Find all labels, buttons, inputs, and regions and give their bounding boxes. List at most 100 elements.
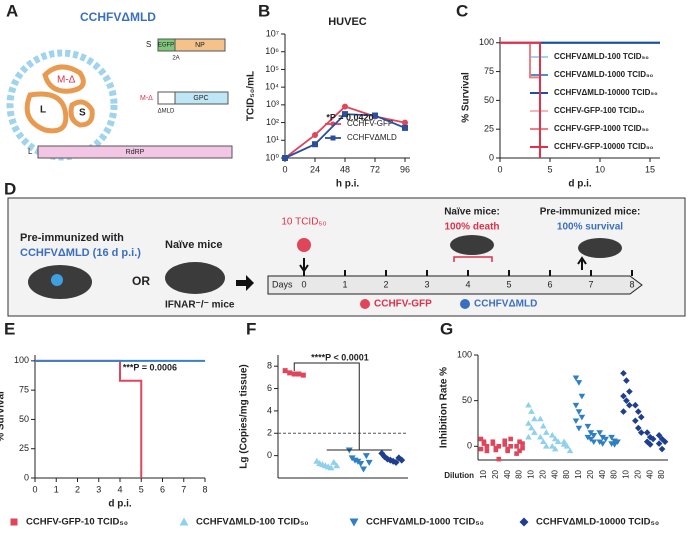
survival-line [500,41,541,158]
x-tick-label: 6 [160,484,165,494]
legend-label: CCHFVΔMLD-1000 TCID₅₀ [366,517,484,528]
legend-label: CCHFVΔMLD-100 TCID₅₀ [196,517,309,528]
marker [525,401,532,408]
significance-bracket [293,362,392,451]
marker [542,443,550,449]
arrow [577,256,587,270]
marker [596,439,604,446]
y-tick-label: 50 [462,395,472,405]
virion-label: M-Δ [57,75,76,86]
virus-icon [297,238,311,252]
panel-a: CCHFVΔMLD M-Δ L S S EGFP 2A NP M-Δ ΔMLD … [6,10,233,161]
x-tick-label: 0 [497,164,502,174]
y-tick-label: 100 [457,349,472,359]
marker [392,458,400,466]
marker [360,466,368,473]
annotation: ***P = 0.0006 [123,362,177,372]
x-tick-label: 5 [547,164,552,174]
day-label: 2 [383,279,388,289]
y-tick-label: 100 [14,355,29,365]
marker [490,441,496,446]
y-tick-label: 100 [479,37,494,47]
marker [531,415,538,422]
x-axis-label: h p.i. [336,179,360,190]
x-tick-label: 5 [139,484,144,494]
marker [478,446,484,452]
marker [590,433,598,439]
text: 10 TCID₅₀ [281,217,326,228]
gene-box [37,145,233,159]
x-tick-label: 15 [645,164,655,174]
marker [330,135,336,141]
virus-icon [51,274,63,286]
marker [493,447,499,453]
x-tick-label: 4 [117,484,122,494]
marker [584,423,592,430]
marker [655,440,663,447]
marker [540,438,547,445]
marker [572,418,580,425]
segment-name: S [146,40,151,49]
timeline [267,275,643,295]
virion-label: L [40,105,46,116]
marker [649,435,657,443]
chart-title: HUVEC [328,16,367,28]
marker [540,422,547,429]
marker [508,436,513,442]
annotation: ****P < 0.0001 [311,352,369,362]
x-tick-label: 80 [515,469,524,478]
marker [551,435,559,442]
x-tick-label: 2 [75,484,80,494]
marker [520,441,525,446]
marker [505,446,510,452]
gene-box [157,91,176,105]
y-tick-label: 8 [267,361,272,371]
y-tick-label: 0 [267,450,272,460]
gene-box [174,91,229,105]
legend-icon [360,299,370,309]
marker [484,448,490,454]
x-tick-label: 80 [562,469,571,478]
marker [620,369,627,377]
marker [357,460,365,467]
marker [282,368,288,374]
y-tick-label: 0 [489,152,494,162]
day-label: 4 [465,279,470,289]
x-axis-label: Dilution [444,471,474,480]
marker [282,155,288,161]
text: OR [132,274,150,288]
day-label: 5 [506,279,511,289]
marker [514,451,519,456]
marker [548,432,556,438]
legend-label: CCHFV-GFP-10000 TCID₅₀ [554,142,654,151]
marker [602,436,609,443]
text: Pre-immunized with [20,232,124,244]
marker [484,444,490,449]
gene-label: GPC [193,95,208,102]
marker [620,392,627,400]
panel-label: G [440,319,453,338]
day-label: 6 [547,279,552,289]
y-axis-label: Lg (Copies/mg tissue) [239,364,250,468]
x-tick-label: 7 [181,484,186,494]
gene-label: ΔMLD [158,109,175,115]
x-tick-label: 40 [550,469,559,478]
marker [345,447,353,454]
x-tick-label: 1 [54,484,59,494]
legend-label: CCHFVΔMLD [474,299,537,310]
mouse-icon [578,238,622,258]
y-tick-label: 0 [24,472,29,482]
marker [537,415,544,422]
text: Naïve mice [165,239,222,251]
y-tick-label: 10⁶ [265,46,279,56]
x-tick-label: 0 [32,484,37,494]
marker [632,417,639,425]
legend-label: CCHFV-GFP-1000 TCID₅₀ [554,124,649,133]
marker [626,401,633,409]
virion-label: S [79,108,86,119]
marker [531,429,538,435]
marker [10,518,18,526]
y-tick-label: 10⁷ [266,28,279,38]
legend-label: CCHFV-GFP-100 TCID₅₀ [554,106,645,115]
